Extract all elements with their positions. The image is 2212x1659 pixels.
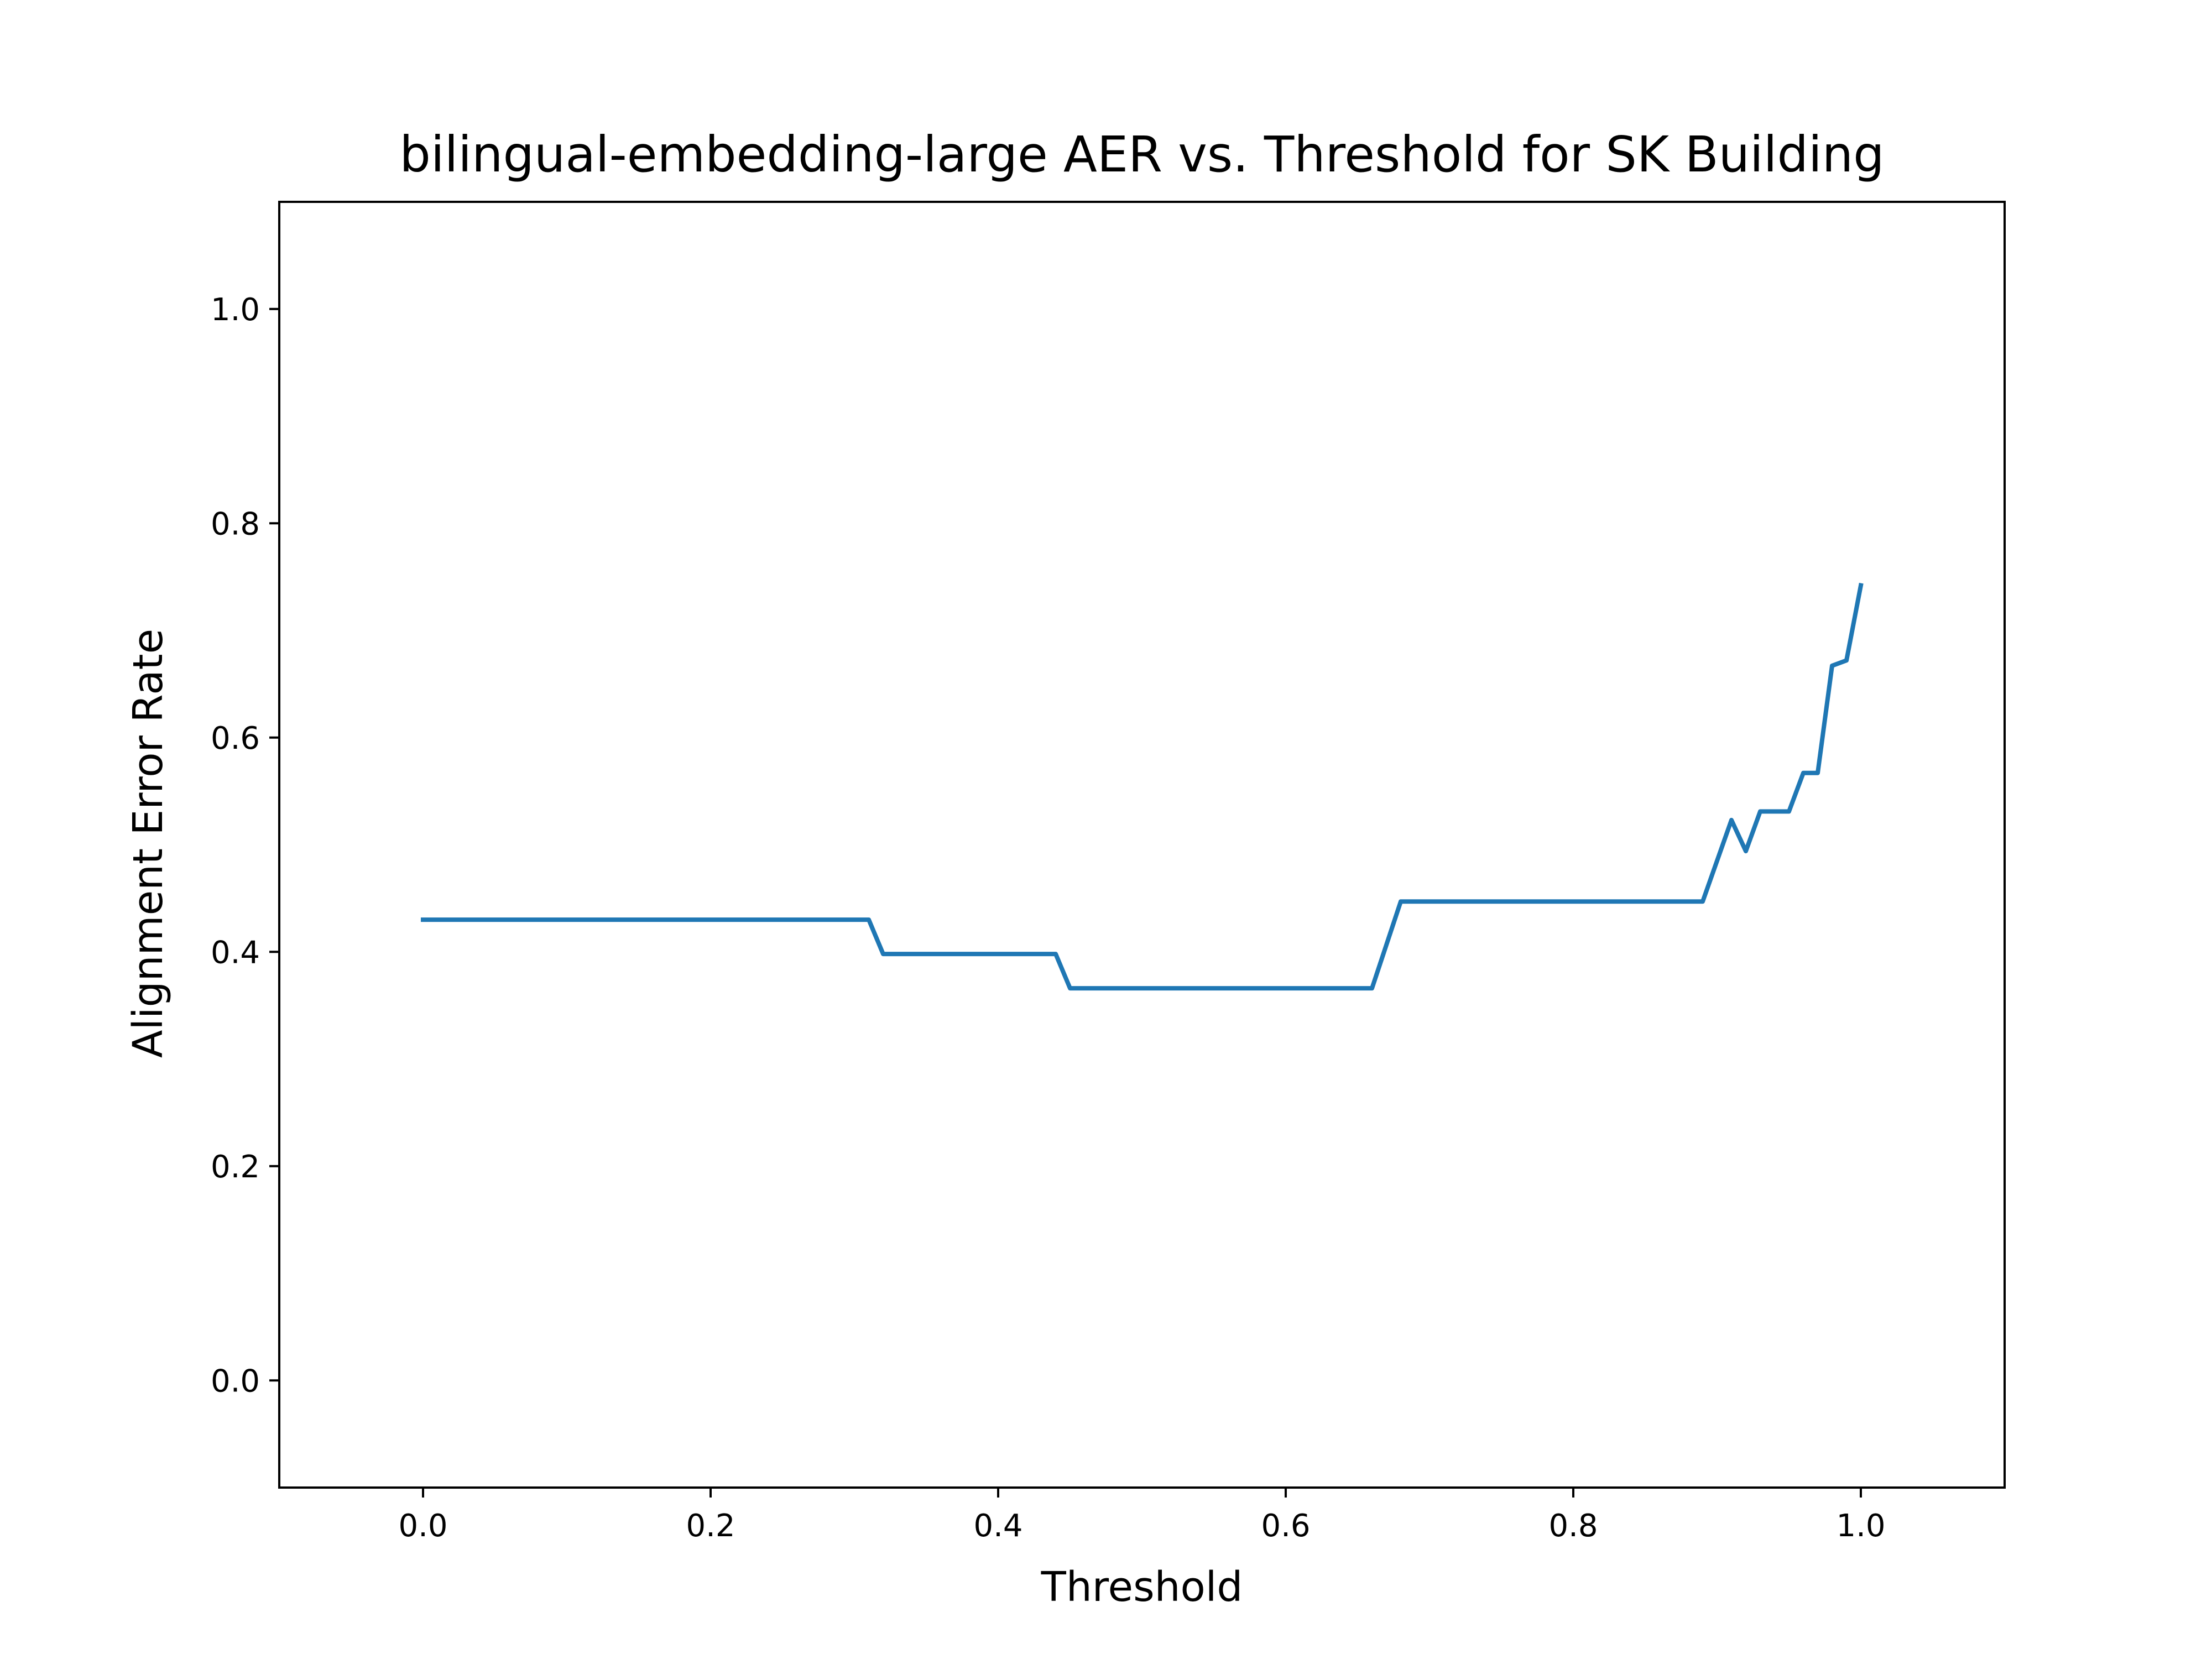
x-tick-label: 0.6 [1261,1508,1310,1544]
x-axis: 0.0 0.2 0.4 0.6 0.8 1.0 [398,1488,1886,1544]
x-axis-label: Threshold [1041,1563,1243,1611]
x-tick-label: 0.8 [1548,1508,1598,1544]
y-tick-label: 0.8 [211,506,260,542]
y-tick-label: 0.6 [211,721,260,757]
y-axis-label: Alignment Error Rate [124,629,172,1058]
x-tick-label: 1.0 [1836,1508,1885,1544]
x-tick-label: 0.2 [686,1508,735,1544]
x-tick-label: 0.4 [973,1508,1022,1544]
y-tick-label: 0.2 [211,1149,260,1185]
axes-frame [278,201,2006,1489]
y-axis: 0.0 0.2 0.4 0.6 0.8 1.0 [211,292,279,1399]
chart-title: bilingual-embedding-large AER vs. Thresh… [399,126,1884,183]
y-tick-label: 0.0 [211,1363,260,1399]
series-layer [421,582,1864,991]
y-tick-label: 0.4 [211,935,260,971]
series-line [421,582,1864,991]
x-tick-label: 0.0 [398,1508,447,1544]
y-tick-label: 1.0 [211,292,260,328]
